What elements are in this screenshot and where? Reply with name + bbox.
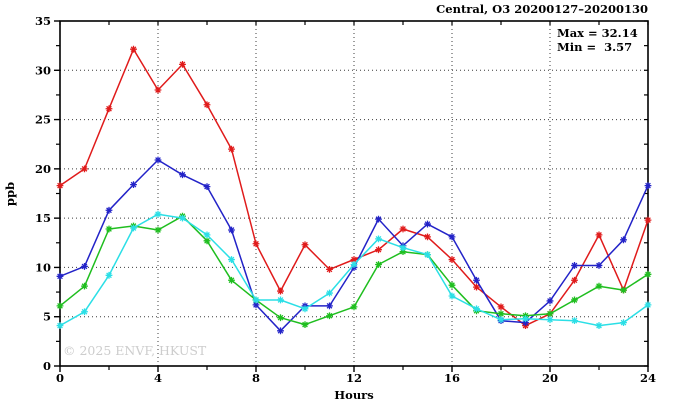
x-tick-label: 20 — [542, 371, 558, 385]
cyan-series-markers — [56, 210, 652, 329]
y-tick-label: 20 — [35, 162, 51, 176]
x-axis-label: Hours — [334, 388, 373, 402]
stat-min: Min = 3.57 — [557, 40, 632, 54]
y-tick-label: 15 — [35, 211, 51, 225]
y-axis-label: ppb — [3, 182, 17, 206]
y-tick-label: 25 — [35, 113, 51, 127]
blue-series-markers — [56, 156, 652, 335]
chart-plot-area: 0 4 8 12 16 20 24 0 5 10 15 20 25 30 35 — [35, 14, 656, 385]
y-tick-label: 35 — [35, 14, 51, 28]
y-tick-label: 10 — [35, 260, 51, 274]
x-tick-label: 24 — [640, 371, 656, 385]
y-tick-label: 30 — [35, 63, 51, 77]
watermark: © 2025 ENVF, HKUST — [63, 343, 207, 358]
red-series-line — [59, 48, 649, 327]
stat-max: Max = 32.14 — [557, 26, 638, 40]
x-tick-label: 8 — [252, 371, 260, 385]
red-series-markers — [56, 45, 652, 329]
x-tick-label: 0 — [56, 371, 64, 385]
x-tick-label: 12 — [346, 371, 362, 385]
y-tick-label: 0 — [43, 359, 51, 373]
x-tick-label: 4 — [154, 371, 162, 385]
y-tick-label: 5 — [43, 310, 51, 324]
x-tick-label: 16 — [444, 371, 460, 385]
chart-title: Central, O3 20200127–20200130 — [436, 2, 648, 16]
